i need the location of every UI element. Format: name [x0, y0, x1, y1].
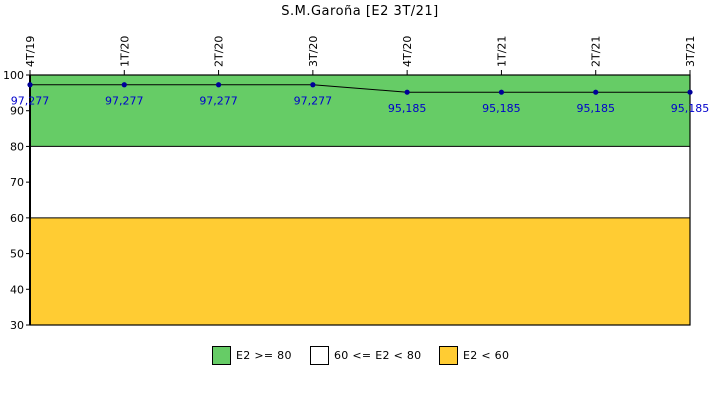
data-point-0 — [27, 82, 33, 88]
x-tick-label-0: 4T/19 — [24, 36, 37, 67]
legend-item-0: E2 >= 80 — [212, 344, 292, 366]
x-tick-label-7: 3T/21 — [684, 36, 697, 67]
band-0 — [30, 75, 690, 147]
series-line-0 — [30, 84, 690, 93]
data-point-6 — [593, 89, 599, 95]
series-layer — [27, 82, 693, 95]
y-tick-label-30: 30 — [10, 319, 24, 332]
band-1 — [30, 146, 690, 218]
legend-label-0: E2 >= 80 — [236, 348, 292, 362]
data-label-3: 97,277 — [294, 95, 333, 108]
legend: E2 >= 80 60 <= E2 < 80 E2 < 60 — [0, 344, 720, 368]
x-tick-label-4: 4T/20 — [401, 36, 414, 67]
x-tick-label-3: 3T/20 — [307, 36, 320, 67]
data-point-7 — [687, 89, 693, 95]
y-tick-label-100: 100 — [3, 69, 24, 82]
legend-swatch-2 — [439, 345, 458, 365]
data-label-7: 95,185 — [671, 102, 710, 115]
y-tick-label-50: 50 — [10, 248, 24, 261]
data-label-4: 95,185 — [388, 102, 427, 115]
data-label-6: 95,185 — [576, 102, 615, 115]
x-tick-label-6: 2T/21 — [590, 36, 603, 67]
y-tick-label-60: 60 — [10, 212, 24, 225]
data-label-5: 95,185 — [482, 102, 521, 115]
bands-layer — [30, 74, 690, 325]
y-tick-label-80: 80 — [10, 140, 24, 153]
legend-swatch-1 — [310, 345, 329, 365]
x-tick-label-1: 1T/20 — [118, 36, 131, 67]
legend-label-1: 60 <= E2 < 80 — [334, 348, 422, 362]
data-label-2: 97,277 — [199, 95, 238, 108]
data-point-3 — [310, 82, 316, 88]
legend-item-2: E2 < 60 — [439, 344, 509, 366]
y-tick-label-40: 40 — [10, 283, 24, 296]
data-point-4 — [404, 89, 410, 95]
y-tick-label-70: 70 — [10, 176, 24, 189]
x-tick-label-5: 1T/21 — [495, 36, 508, 67]
band-2 — [30, 217, 690, 325]
y-tick-label-90: 90 — [10, 105, 24, 118]
legend-label-2: E2 < 60 — [463, 348, 510, 362]
data-point-2 — [215, 82, 222, 88]
data-point-5 — [498, 89, 505, 95]
legend-swatch-0 — [212, 345, 231, 365]
labels-layer: 97,277 97,277 97,277 97,277 95,185 95,185 95,1… — [11, 95, 710, 115]
data-label-1: 97,277 — [105, 95, 144, 108]
legend-item-1: 60 <= E2 < 80 — [310, 344, 421, 366]
data-label-0: 97,277 — [11, 95, 50, 108]
data-point-1 — [121, 82, 127, 88]
x-tick-label-2: 2T/20 — [213, 36, 226, 67]
chart-title: S.M.Garoña [E2 3T/21] — [281, 4, 439, 19]
